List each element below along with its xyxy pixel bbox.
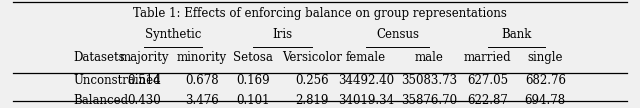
Text: 3.476: 3.476 xyxy=(185,94,218,106)
Text: female: female xyxy=(346,51,386,64)
Text: Iris: Iris xyxy=(272,29,292,41)
Text: Synthetic: Synthetic xyxy=(145,29,201,41)
Text: Table 1: Effects of enforcing balance on group representations: Table 1: Effects of enforcing balance on… xyxy=(133,7,507,20)
Text: Census: Census xyxy=(376,29,419,41)
Text: 35083.73: 35083.73 xyxy=(401,74,457,87)
Text: 0.514: 0.514 xyxy=(127,74,161,87)
Text: 682.76: 682.76 xyxy=(525,74,566,87)
Text: 0.430: 0.430 xyxy=(127,94,161,106)
Text: 34019.34: 34019.34 xyxy=(338,94,394,106)
Text: married: married xyxy=(464,51,511,64)
Text: 0.678: 0.678 xyxy=(185,74,218,87)
Text: 0.101: 0.101 xyxy=(236,94,269,106)
Text: 627.05: 627.05 xyxy=(467,74,508,87)
Text: Balanced: Balanced xyxy=(74,94,129,106)
Text: minority: minority xyxy=(177,51,227,64)
Text: Bank: Bank xyxy=(501,29,532,41)
Text: majority: majority xyxy=(119,51,169,64)
Text: 694.78: 694.78 xyxy=(525,94,566,106)
Text: 34492.40: 34492.40 xyxy=(338,74,394,87)
Text: Setosa: Setosa xyxy=(233,51,273,64)
Text: 622.87: 622.87 xyxy=(467,94,508,106)
Text: Datasets: Datasets xyxy=(74,51,125,64)
Text: Versicolor: Versicolor xyxy=(282,51,342,64)
Text: 35876.70: 35876.70 xyxy=(401,94,457,106)
Text: 0.169: 0.169 xyxy=(236,74,269,87)
Text: 2.819: 2.819 xyxy=(295,94,328,106)
Text: male: male xyxy=(414,51,444,64)
Text: Unconstrained: Unconstrained xyxy=(74,74,161,87)
Text: single: single xyxy=(527,51,563,64)
Text: 0.256: 0.256 xyxy=(295,74,328,87)
